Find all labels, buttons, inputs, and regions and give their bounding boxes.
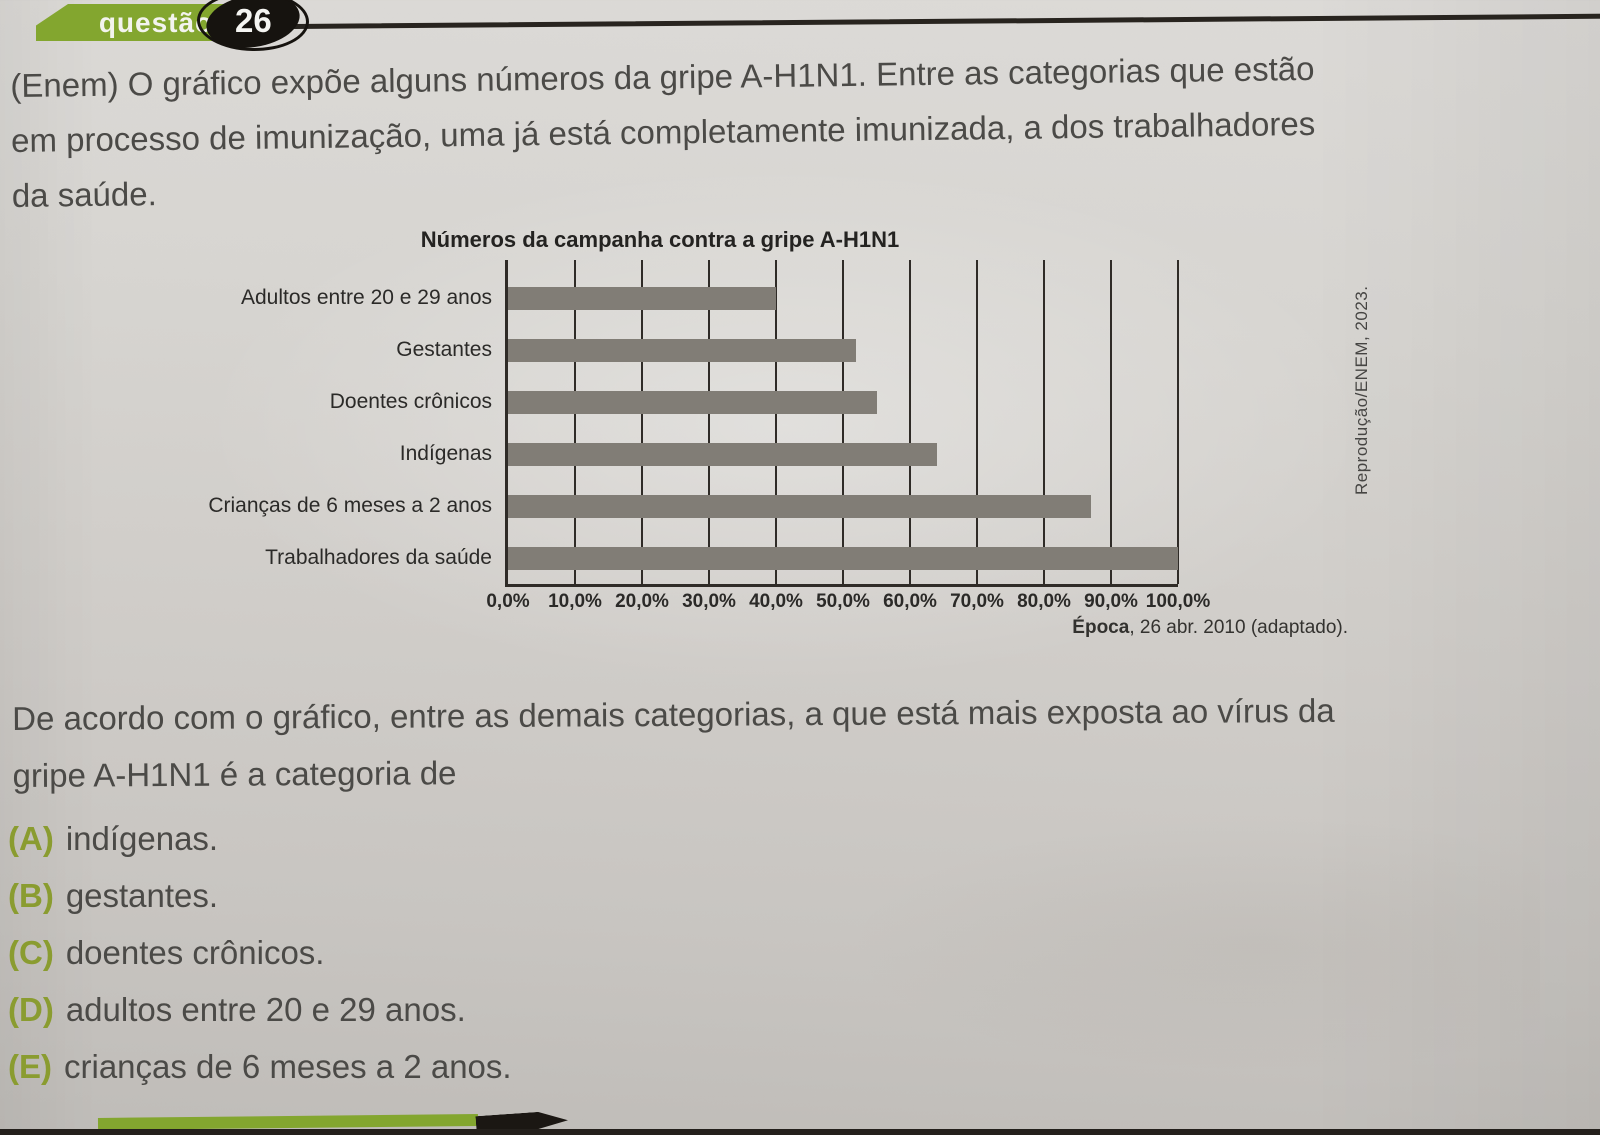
question-number: 26 <box>234 1 272 40</box>
gridline <box>1043 260 1045 584</box>
x-tick-label: 0,0% <box>486 591 530 612</box>
gridline <box>708 260 710 584</box>
x-tick-label: 50,0% <box>816 591 870 612</box>
chart-title: Números da campanha contra a gripe A-H1N… <box>420 227 900 252</box>
gridline <box>976 260 978 584</box>
question-number-circle: 26 <box>202 0 304 55</box>
x-tick-label: 90,0% <box>1084 591 1138 612</box>
bar <box>508 494 1091 518</box>
x-tick-label: 80,0% <box>1017 591 1071 612</box>
option-d-text: adultos entre 20 e 29 anos. <box>65 990 466 1028</box>
gridline <box>574 260 576 584</box>
category-label: Indígenas <box>399 442 492 465</box>
option-e: (E) crianças de 6 meses a 2 anos. <box>8 1038 1108 1095</box>
category-label: Gestantes <box>396 338 492 361</box>
option-b-letter: (B) <box>8 876 54 914</box>
reproduction-credit: Reprodução/ENEM, 2023. <box>1352 285 1371 495</box>
gridline <box>842 260 844 584</box>
category-label: Adultos entre 20 e 29 anos <box>240 286 492 309</box>
question-intro: (Enem) O gráfico expõe alguns números da… <box>10 38 1567 223</box>
chart-source: Época, 26 abr. 2010 (adaptado). <box>1000 617 1348 639</box>
gridline <box>775 260 777 584</box>
page-bottom-rule <box>0 1129 1600 1135</box>
x-tick-label: 30,0% <box>682 591 736 612</box>
x-tick-label: 60,0% <box>883 591 937 612</box>
option-a-letter: (A) <box>8 819 54 857</box>
chart-source-publication: Época <box>1072 617 1130 638</box>
option-b: (B) gestantes. <box>8 867 1108 924</box>
x-axis-ticks: 0,0% 10,0% 20,0% 30,0% 40,0% 50,0% 60,0% 70,0% 8… <box>486 591 1210 617</box>
prompt-line: De acordo com o gráfico, entre as demais… <box>12 691 1335 737</box>
option-c: (C) doentes crônicos. <box>8 924 1108 981</box>
option-d-letter: (D) <box>8 990 54 1028</box>
x-tick-label: 40,0% <box>749 591 803 612</box>
x-tick-label: 10,0% <box>548 591 602 612</box>
option-a-text: indígenas. <box>65 819 219 857</box>
option-a: (A) indígenas. <box>8 810 1108 867</box>
bar-chart: Números da campanha contra a gripe A-H1N… <box>140 226 1210 617</box>
question-prompt: De acordo com o gráfico, entre as demais… <box>12 681 1568 804</box>
gridline <box>1177 260 1179 584</box>
plot-wrap: Adultos entre 20 e 29 anos Gestantes Doent… <box>140 260 1180 587</box>
bar <box>508 338 857 362</box>
option-c-letter: (C) <box>8 933 54 971</box>
x-tick-label: 20,0% <box>615 591 669 612</box>
category-label: Trabalhadores da saúde <box>265 546 492 569</box>
category-label: Doentes crônicos <box>329 390 492 413</box>
gridline <box>909 260 911 584</box>
option-e-text: crianças de 6 meses a 2 anos. <box>64 1047 512 1085</box>
gridline <box>641 260 643 584</box>
chart-source-date: , 26 abr. 2010 (adaptado). <box>1129 617 1348 638</box>
bar <box>508 286 776 310</box>
header-rule <box>291 13 1600 29</box>
prompt-line: gripe A-H1N1 é a categoria de <box>12 754 457 794</box>
bar <box>508 390 877 414</box>
x-tick-label: 100,0% <box>1145 591 1211 612</box>
option-e-letter: (E) <box>8 1047 52 1085</box>
option-c-text: doentes crônicos. <box>65 933 325 971</box>
x-tick-label: 70,0% <box>950 591 1004 612</box>
option-b-text: gestantes. <box>65 876 219 914</box>
bar <box>508 546 1178 570</box>
gridline <box>1110 260 1112 584</box>
next-question-badge-partial <box>97 1114 479 1130</box>
bar <box>508 442 937 466</box>
plot-area <box>505 260 1179 587</box>
question-badge-label: questão <box>98 6 214 38</box>
category-labels: Adultos entre 20 e 29 anos Gestantes Doent… <box>140 260 505 587</box>
answer-options: (A) indígenas. (B) gestantes. (C) doente… <box>8 810 1108 1095</box>
option-d: (D) adultos entre 20 e 29 anos. <box>8 981 1108 1038</box>
category-label: Crianças de 6 meses a 2 anos <box>208 494 492 517</box>
